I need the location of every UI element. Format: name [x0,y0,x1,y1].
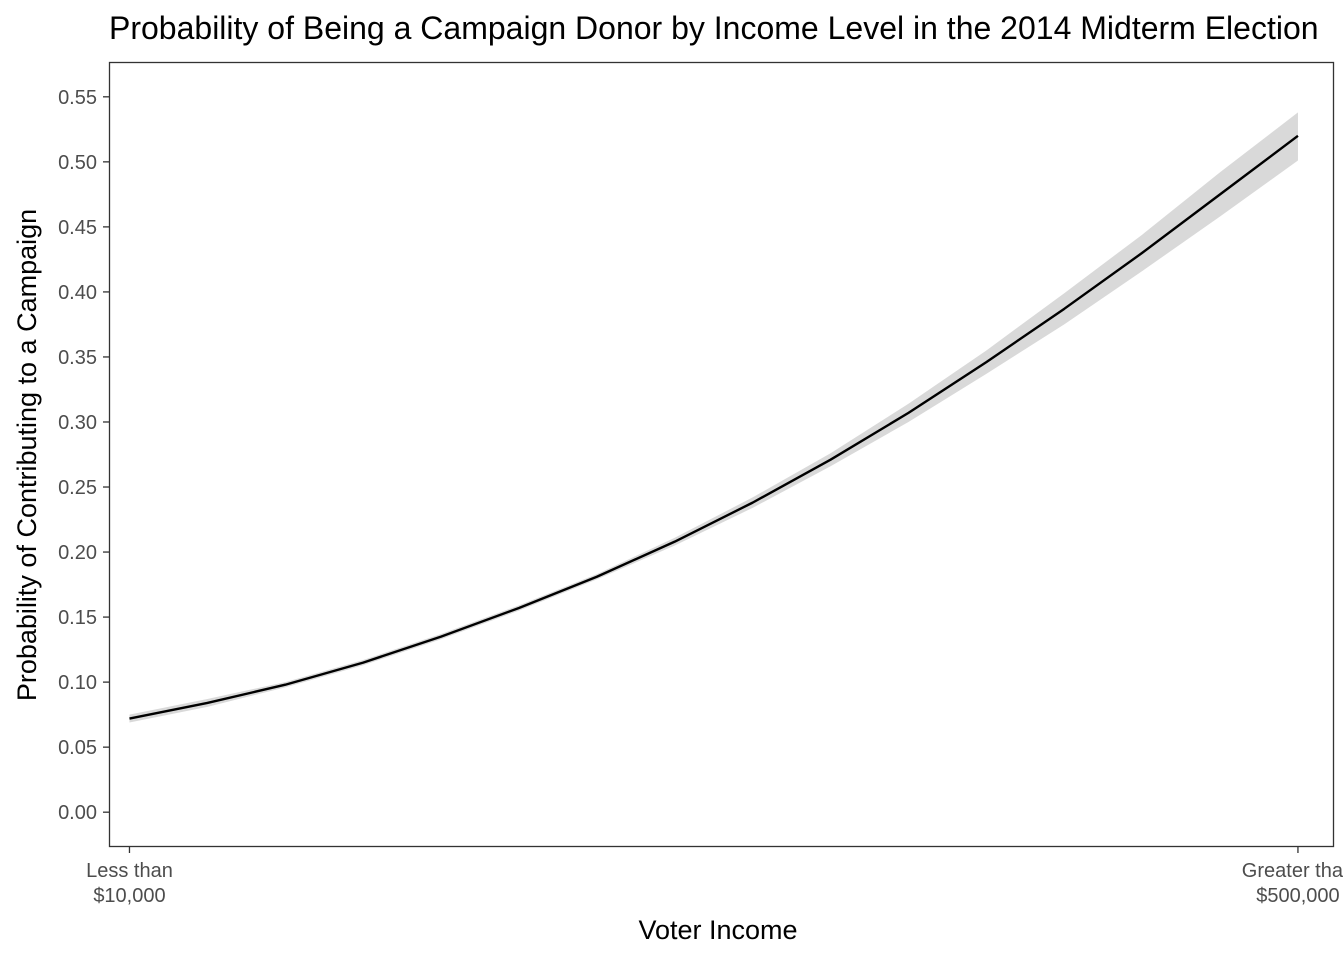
y-tick-label: 0.20 [58,542,97,564]
y-tick-label: 0.30 [58,412,97,434]
y-tick-label: 0.05 [58,737,97,759]
y-tick-label: 0.35 [58,347,97,369]
x-axis-title: Voter Income [638,915,797,945]
y-tick-label: 0.45 [58,217,97,239]
y-tick-label: 0.50 [58,152,97,174]
y-tick-label: 0.55 [58,87,97,109]
y-axis-title: Probability of Contributing to a Campaig… [12,209,42,701]
x-axis: Less than $10,000 Greater than $500,000 [86,846,1344,907]
series-line [129,134,1299,720]
panel-border [108,61,1335,848]
x-tick-label: Greater than [1242,860,1344,882]
y-tick-label: 0.25 [58,477,97,499]
x-tick-label: $500,000 [1256,885,1339,907]
y-tick-label: 0.00 [58,802,97,824]
x-tick-label: $10,000 [93,885,165,907]
y-tick-label: 0.15 [58,607,97,629]
plot-area [129,112,1299,723]
x-tick-label: Less than [86,860,173,882]
y-axis: 0.00 0.05 0.10 0.15 0.20 0.25 0.30 0.35 0.40 0.45… [58,87,110,824]
y-tick-label: 0.40 [58,282,97,304]
y-tick-label: 0.10 [58,672,97,694]
chart-title: Probability of Being a Campaign Donor by… [109,10,1319,46]
confidence-band [129,112,1298,723]
